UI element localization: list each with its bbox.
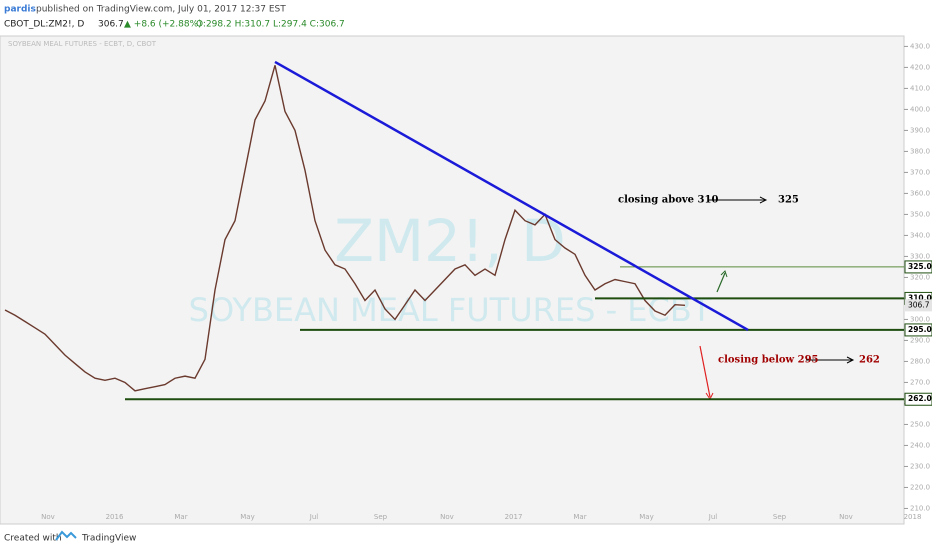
level-box <box>904 260 932 274</box>
published: published on TradingView.com, July 01, 2… <box>36 5 286 15</box>
annotation: 262 <box>859 355 880 366</box>
y-tick-label: 340.0 <box>910 231 930 239</box>
y-tick-label: 390.0 <box>910 126 930 134</box>
watermark-sub: SOYBEAN MEAL FUTURES - ECBT <box>189 291 712 329</box>
y-tick-label: 420.0 <box>910 63 930 71</box>
y-tick-label: 430.0 <box>910 42 930 50</box>
last-price: 306.7 <box>98 20 124 30</box>
y-tick-label: 410.0 <box>910 84 930 92</box>
y-tick-label: 270.0 <box>910 378 930 386</box>
x-tick-label: 2018 <box>904 513 922 521</box>
x-tick-label: Sep <box>773 513 787 521</box>
logo <box>55 530 77 541</box>
arrow-up <box>716 272 726 293</box>
y-tick-label: 210.0 <box>910 504 930 512</box>
arrow-right-head <box>846 356 855 364</box>
y-tick-label: 230.0 <box>910 462 930 470</box>
level-label: 325.0 <box>908 262 932 271</box>
y-tick-label: 400.0 <box>910 105 930 113</box>
last-box <box>905 299 932 312</box>
x-tick-label: Jul <box>309 513 319 521</box>
x-tick-label: Mar <box>573 513 586 521</box>
x-tick-label: Nov <box>41 513 55 521</box>
y-tick-label: 380.0 <box>910 147 930 155</box>
y-tick-label: 320.0 <box>910 273 930 281</box>
footer-brand[interactable]: TradingView <box>81 534 136 544</box>
plot-area <box>0 35 905 525</box>
footer-created: Created with <box>4 534 62 544</box>
watermark: ZM2!, D <box>334 207 565 275</box>
level-box <box>904 323 932 337</box>
y-tick-label: 300.0 <box>910 315 930 323</box>
price-line <box>4 65 686 392</box>
level-label: 262.0 <box>908 394 932 403</box>
level-label: 295.0 <box>908 325 932 334</box>
arrow-down <box>699 345 711 398</box>
y-tick-label: 220.0 <box>910 483 930 491</box>
author[interactable]: pardis <box>4 5 36 15</box>
level-label: 310.0 <box>908 293 932 302</box>
annotation: 325 <box>778 195 799 206</box>
trendline <box>274 60 749 332</box>
annotation: closing below 295 <box>718 355 819 366</box>
x-tick-label: Nov <box>440 513 454 521</box>
x-tick-label: May <box>240 513 254 521</box>
x-tick-label: Mar <box>174 513 187 521</box>
x-tick-label: 2017 <box>505 513 523 521</box>
arrow-right-head <box>759 196 768 204</box>
x-tick-label: May <box>639 513 653 521</box>
symbol: CBOT_DL:ZM2!, D <box>4 20 84 30</box>
y-tick-label: 370.0 <box>910 168 930 176</box>
x-tick-label: Sep <box>374 513 388 521</box>
y-tick-label: 350.0 <box>910 210 930 218</box>
y-tick-label: 280.0 <box>910 357 930 365</box>
arrow-up-head <box>720 270 728 278</box>
legend: SOYBEAN MEAL FUTURES - ECBT, D, CBOT <box>8 40 157 48</box>
change: ▲ +8.6 (+2.88%) <box>124 20 202 30</box>
ohlc: O:298.2 H:310.7 L:297.4 C:306.7 <box>196 20 345 30</box>
y-tick-label: 240.0 <box>910 441 930 449</box>
y-tick-label: 290.0 <box>910 336 930 344</box>
annotation: closing above 310 <box>618 195 718 206</box>
level-box <box>904 392 932 406</box>
y-tick-label: 360.0 <box>910 189 930 197</box>
x-tick-label: Nov <box>839 513 853 521</box>
y-tick-label: 250.0 <box>910 420 930 428</box>
y-tick-label: 330.0 <box>910 252 930 260</box>
x-tick-label: Jul <box>708 513 718 521</box>
x-tick-label: 2016 <box>106 513 124 521</box>
last-label: 306.7 <box>908 300 930 309</box>
